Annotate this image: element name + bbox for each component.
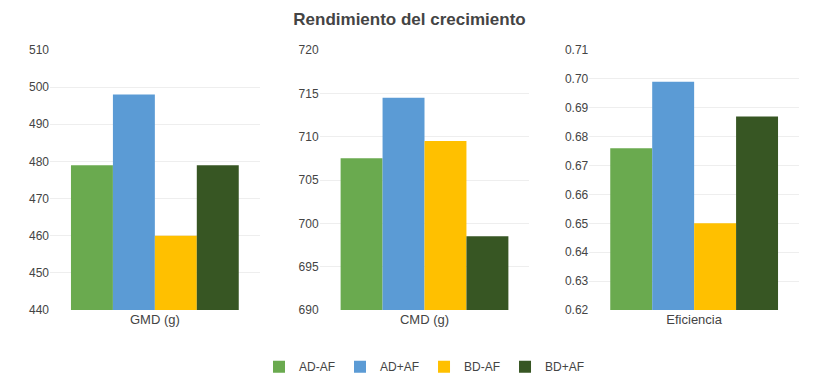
svg-text:BD+AF: BD+AF — [545, 360, 584, 374]
svg-text:GMD (g): GMD (g) — [130, 312, 180, 327]
svg-text:690: 690 — [299, 303, 319, 317]
svg-text:695: 695 — [299, 260, 319, 274]
svg-text:AD-AF: AD-AF — [299, 360, 335, 374]
svg-text:0.62: 0.62 — [565, 303, 589, 317]
svg-text:0.71: 0.71 — [565, 43, 589, 57]
svg-text:AD+AF: AD+AF — [380, 360, 419, 374]
svg-text:705: 705 — [299, 173, 319, 187]
svg-text:0.70: 0.70 — [565, 72, 589, 86]
svg-text:0.67: 0.67 — [565, 159, 589, 173]
svg-text:470: 470 — [29, 192, 49, 206]
svg-text:715: 715 — [299, 87, 319, 101]
svg-text:0.69: 0.69 — [565, 101, 589, 115]
svg-text:CMD (g): CMD (g) — [400, 312, 449, 327]
svg-text:440: 440 — [29, 303, 49, 317]
svg-text:500: 500 — [29, 80, 49, 94]
svg-text:450: 450 — [29, 266, 49, 280]
svg-text:0.65: 0.65 — [565, 217, 589, 231]
svg-text:0.66: 0.66 — [565, 188, 589, 202]
svg-text:480: 480 — [29, 155, 49, 169]
svg-text:Eficiencia: Eficiencia — [666, 312, 722, 327]
svg-text:700: 700 — [299, 217, 319, 231]
svg-text:710: 710 — [299, 130, 319, 144]
svg-text:460: 460 — [29, 229, 49, 243]
svg-text:Rendimiento del crecimiento: Rendimiento del crecimiento — [293, 10, 525, 29]
svg-text:0.63: 0.63 — [565, 274, 589, 288]
svg-text:720: 720 — [299, 43, 319, 57]
svg-text:BD-AF: BD-AF — [464, 360, 500, 374]
svg-text:510: 510 — [29, 43, 49, 57]
svg-text:490: 490 — [29, 117, 49, 131]
svg-text:0.64: 0.64 — [565, 245, 589, 259]
svg-text:0.68: 0.68 — [565, 130, 589, 144]
